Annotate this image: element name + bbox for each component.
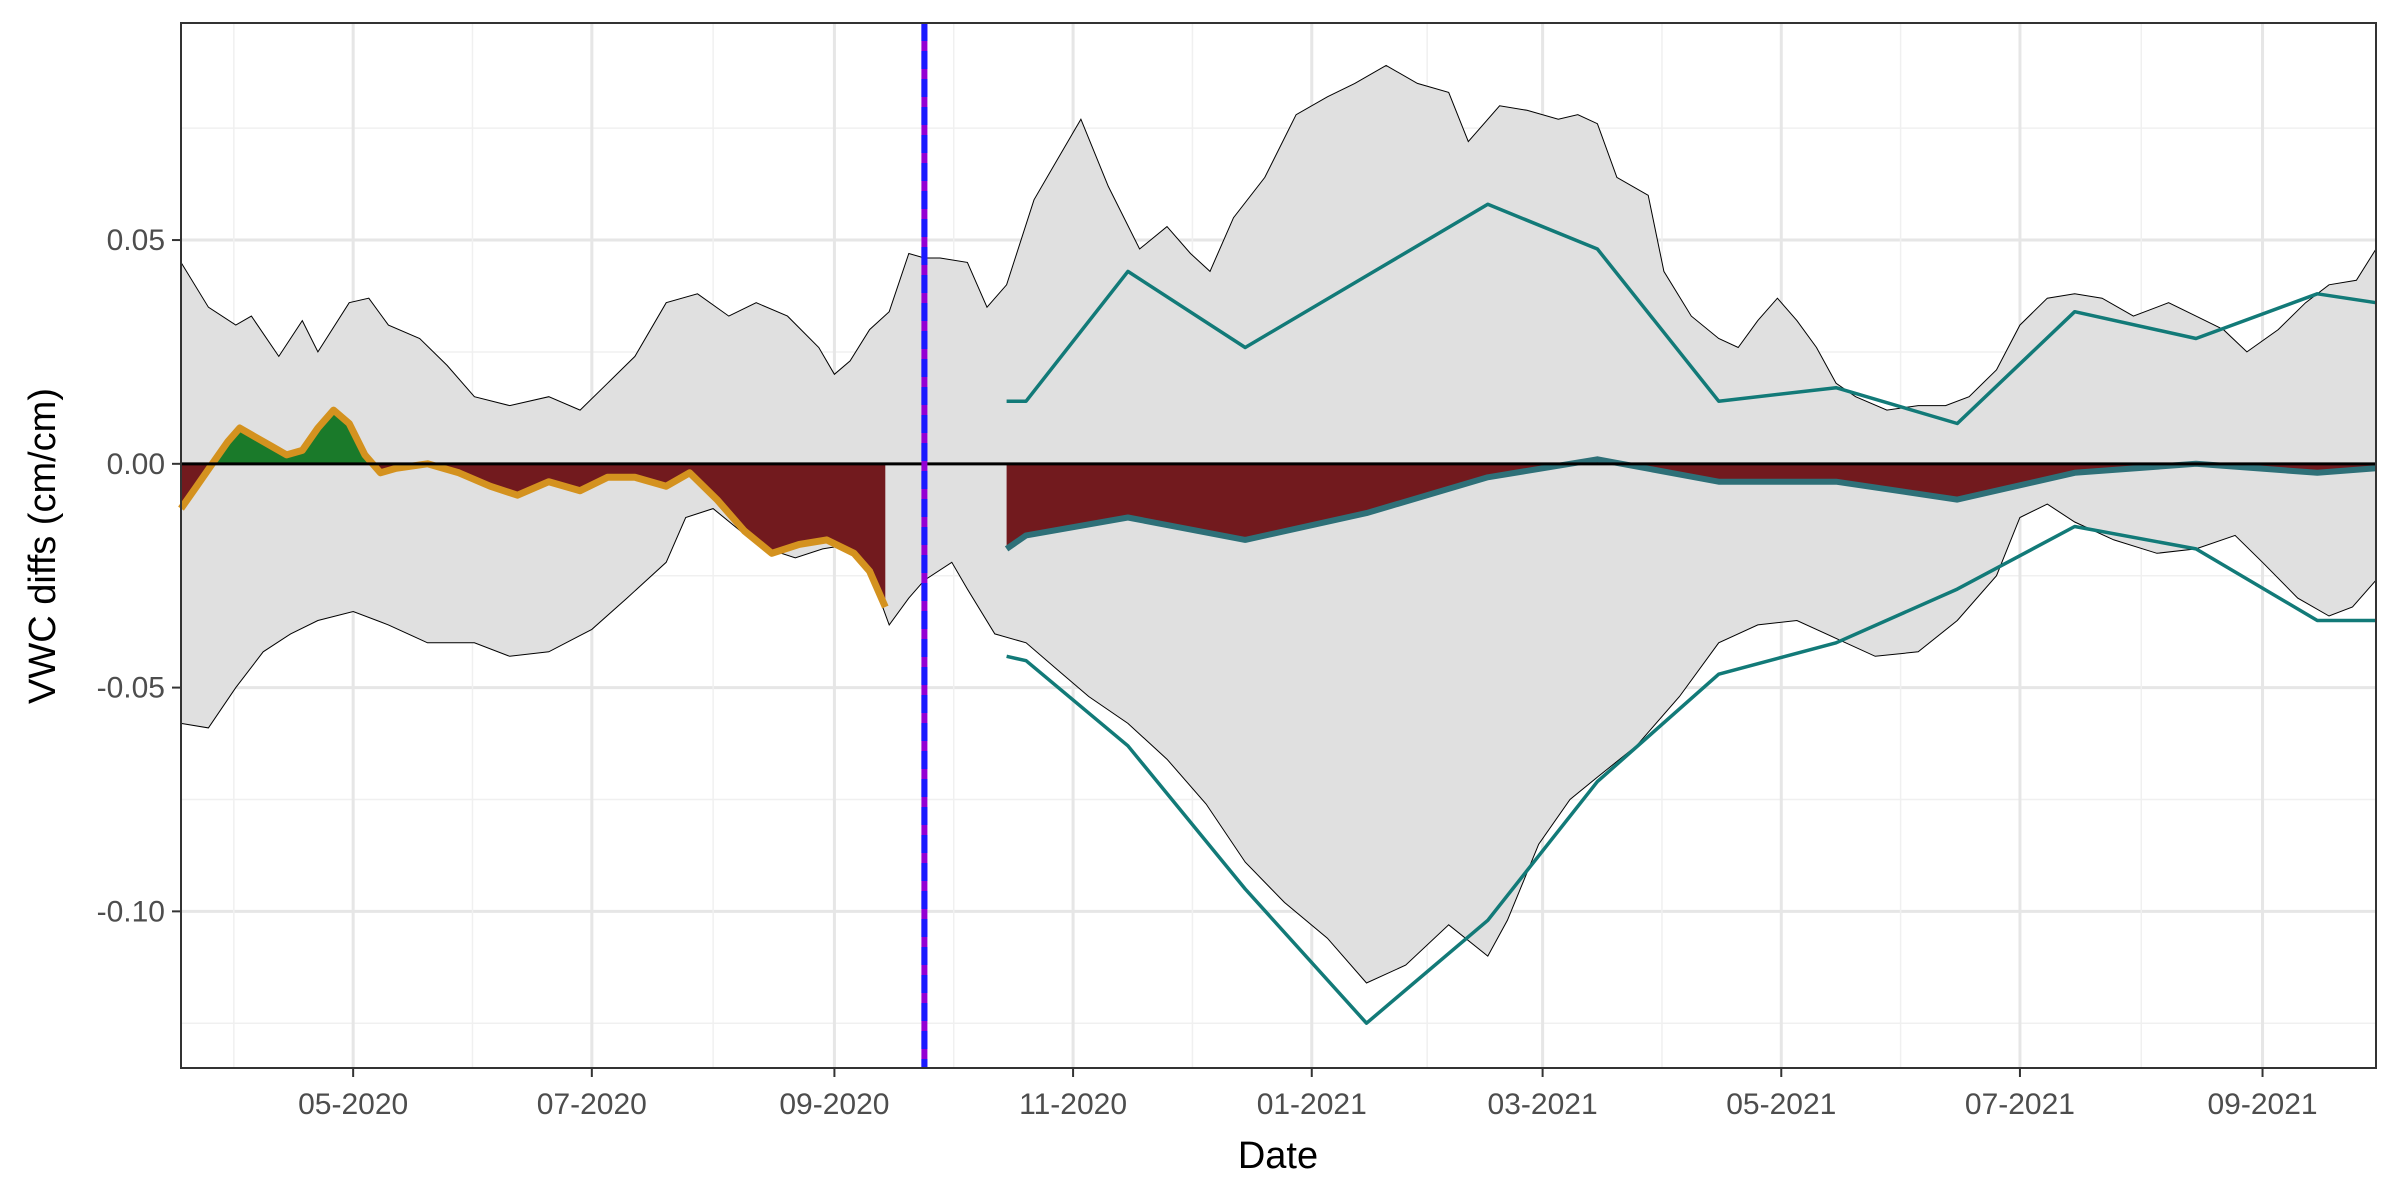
x-tick-label: 05-2021 (1726, 1088, 1836, 1121)
bound-line-2 (1006, 202, 2377, 426)
y-tick-label: 0.05 (107, 224, 165, 257)
y-tick-label: 0.00 (107, 448, 165, 481)
envelope-lower-line (180, 503, 2377, 984)
reference-layer (181, 23, 2376, 1068)
x-tick-label: 05-2020 (298, 1088, 408, 1121)
x-axis: 05-2020 07-2020 09-2020 11-2020 01-2021 03-20… (298, 1068, 2318, 1121)
x-tick-label: 07-2020 (537, 1088, 647, 1121)
x-tick-label: 11-2020 (1019, 1088, 1127, 1121)
x-tick-label: 07-2021 (1965, 1088, 2075, 1121)
x-tick-label: 03-2021 (1488, 1088, 1598, 1121)
y-axis: 0.05 0.00 -0.05 -0.10 (97, 224, 181, 928)
x-tick-label: 09-2020 (779, 1088, 889, 1121)
envelope-upper-line (180, 64, 2377, 411)
bound-line-3 (1006, 524, 2376, 1025)
y-tick-label: -0.10 (97, 895, 165, 928)
y-tick-label: -0.05 (97, 672, 165, 705)
x-axis-title: Date (1238, 1135, 1318, 1177)
plot-border (180, 22, 2377, 1069)
x-tick-label: 09-2021 (2207, 1088, 2317, 1121)
x-tick-label: 01-2021 (1257, 1088, 1367, 1121)
y-axis-title: VWC diffs (cm/cm) (22, 388, 64, 704)
positive-difference-area (181, 410, 886, 464)
difference-line-0 (178, 406, 889, 609)
